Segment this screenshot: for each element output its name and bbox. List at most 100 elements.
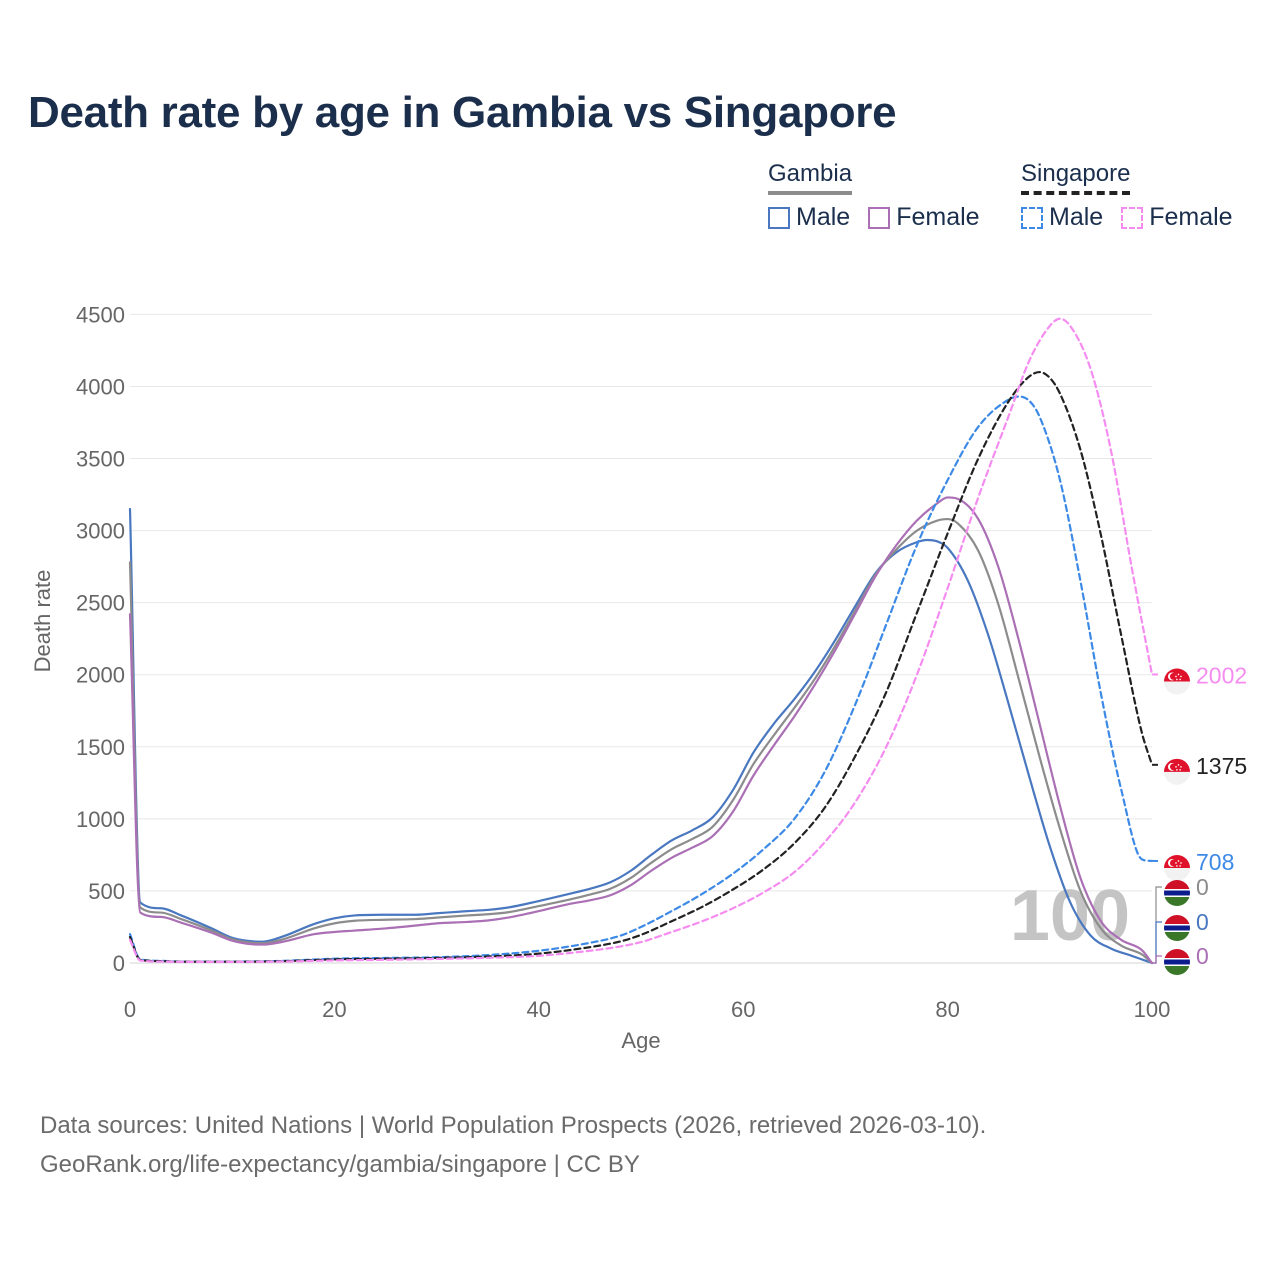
flag-crescent-cut	[1170, 859, 1177, 867]
legend-singapore-male-swatch	[1021, 206, 1043, 229]
flag-green	[1164, 966, 1190, 975]
singapore-flag-icon	[1164, 758, 1190, 785]
flag-star	[1179, 678, 1181, 681]
gambia-flag-icon	[1164, 880, 1190, 906]
flag-star	[1180, 766, 1182, 768]
series-line-singapore-total	[128, 370, 1154, 963]
legend-singapore-female[interactable]: Female	[1121, 203, 1233, 232]
flag-green	[1164, 932, 1190, 941]
legend-singapore-male-label: Male	[1049, 203, 1104, 231]
end-label-leader	[1152, 921, 1162, 964]
legend-gambia-female-swatch	[868, 206, 891, 229]
flag-star	[1179, 865, 1181, 867]
flag-star	[1179, 769, 1181, 771]
y-tick-label: 3000	[76, 519, 125, 544]
end-label-value: 2002	[1196, 662, 1247, 688]
x-tick-label: 60	[731, 997, 755, 1022]
flag-white	[1164, 964, 1190, 966]
end-label-value: 708	[1196, 849, 1234, 875]
x-tick-label: 100	[1134, 997, 1171, 1022]
series	[128, 317, 1162, 965]
singapore-flag-icon	[1164, 854, 1190, 881]
legend-gambia: Gambia Male Female	[768, 160, 980, 232]
series-line-gambia-female	[128, 496, 1154, 965]
y-tick-label: 4500	[76, 302, 125, 327]
flag-body	[1164, 915, 1190, 941]
x-tick-label: 40	[527, 997, 551, 1022]
x-tick-label: 80	[935, 997, 959, 1022]
flag-star	[1176, 678, 1178, 681]
x-tick-label: 20	[322, 997, 346, 1022]
flag-red	[1164, 915, 1190, 924]
flag-body	[1164, 880, 1190, 906]
flag-crescent-cut	[1170, 763, 1177, 771]
flag-white	[1164, 930, 1190, 932]
flag-star	[1180, 862, 1182, 864]
flag-white	[1164, 889, 1190, 891]
end-label-value: 1375	[1196, 753, 1247, 779]
flag-star	[1176, 769, 1178, 771]
legend-singapore-female-swatch	[1121, 206, 1144, 229]
y-tick-label: 1000	[76, 807, 125, 832]
gambia-flag-icon	[1164, 949, 1190, 975]
y-tick-label: 4000	[76, 374, 125, 399]
end-label-leader	[1152, 955, 1162, 964]
y-tick-label: 1500	[76, 735, 125, 760]
y-tick-label: 3500	[76, 447, 125, 472]
y-tick-label: 2500	[76, 591, 125, 616]
legend-gambia-title: Gambia	[768, 160, 853, 195]
end-label-value: 0	[1196, 874, 1209, 900]
chart-title: Death rate by age in Gambia vs Singapore	[28, 88, 897, 137]
legend-singapore: Singapore Male Female	[1021, 160, 1233, 232]
legend-gambia-male[interactable]: Male	[768, 203, 850, 232]
y-tick-label: 0	[113, 951, 125, 976]
axes: 0 500 1000 1500 2000 2500 3000 3500 4000 4500 0 20 4…	[76, 302, 1170, 1022]
legend-singapore-male[interactable]: Male	[1021, 203, 1103, 232]
flag-white	[1164, 924, 1190, 926]
flag-star	[1175, 675, 1177, 678]
y-axis-label: Death rate	[30, 570, 55, 673]
footer: Data sources: United Nations | World Pop…	[40, 1106, 986, 1184]
legend-singapore-title: Singapore	[1021, 160, 1131, 195]
series-line-gambia-male	[128, 507, 1154, 965]
gambia-flag-icon	[1164, 915, 1190, 941]
flag-star	[1175, 862, 1177, 864]
legend-gambia-male-label: Male	[796, 203, 851, 231]
flag-star	[1177, 673, 1180, 676]
singapore-flag-icon	[1164, 668, 1190, 695]
flag-red	[1164, 949, 1190, 958]
data-sources: Data sources: United Nations | World Pop…	[40, 1112, 987, 1139]
flag-star	[1177, 764, 1180, 766]
flag-crescent-cut	[1170, 673, 1177, 680]
flag-blue	[1164, 890, 1190, 896]
y-tick-label: 2000	[76, 663, 125, 688]
legend-gambia-female[interactable]: Female	[868, 203, 980, 232]
end-label-value: 0	[1196, 943, 1209, 969]
series-line-singapore-female	[128, 317, 1154, 963]
end-label-value: 0	[1196, 909, 1209, 935]
legend-gambia-male-swatch	[768, 206, 790, 229]
series-line-gambia-total	[128, 517, 1154, 965]
flag-blue	[1164, 925, 1190, 931]
year-watermark: 100	[1010, 876, 1130, 956]
flag-star	[1177, 860, 1180, 862]
grid	[130, 313, 1152, 964]
flag-star	[1180, 675, 1182, 678]
x-tick-label: 0	[124, 997, 136, 1022]
flag-star	[1175, 766, 1177, 768]
flag-white	[1164, 895, 1190, 897]
flag-white	[1164, 958, 1190, 960]
flag-red	[1164, 880, 1190, 889]
flag-star	[1176, 865, 1178, 867]
flag-blue	[1164, 959, 1190, 965]
legend-singapore-female-label: Female	[1149, 203, 1233, 231]
legend-gambia-female-label: Female	[896, 203, 980, 231]
flag-body	[1164, 949, 1190, 975]
y-tick-label: 500	[88, 879, 125, 904]
source-link[interactable]: GeoRank.org/life-expectancy/gambia/singa…	[40, 1151, 640, 1178]
x-axis-label: Age	[621, 1028, 660, 1053]
flag-green	[1164, 897, 1190, 906]
end-label-leader	[1152, 886, 1162, 964]
